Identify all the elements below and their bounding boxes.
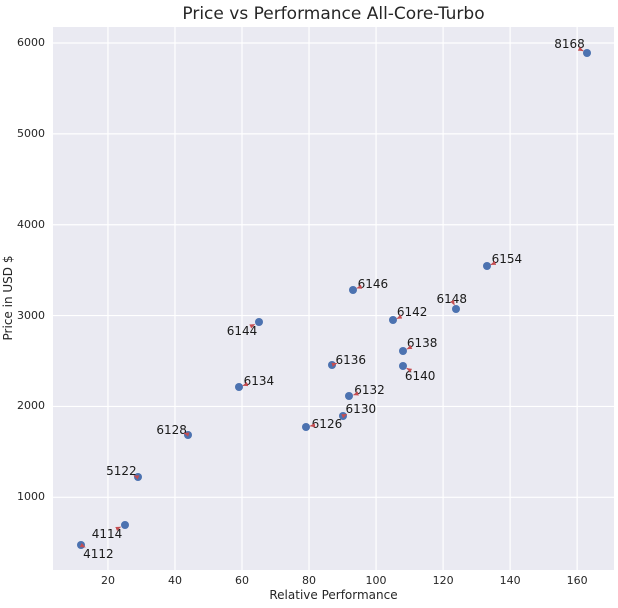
data-point-6126[interactable] [301,422,310,431]
y-tick-label: 6000 [17,35,45,49]
point-label-6140: 6140 [404,369,436,383]
chart-title: Price vs Performance All-Core-Turbo [182,4,485,24]
point-label-6154: 6154 [491,252,523,267]
y-tick-label: 5000 [17,126,45,140]
x-tick-label: 100 [365,574,387,587]
y-tick-label: 2000 [17,399,45,413]
y-tick-label: 3000 [17,308,45,322]
data-point-6132[interactable] [345,392,354,401]
x-tick-label: 80 [302,574,317,587]
point-label-6130: 6130 [345,402,377,417]
annotation-arrows [79,46,584,548]
x-tick-label: 160 [566,574,588,587]
x-tick-label: 120 [432,574,454,587]
data-point-6140[interactable] [398,362,407,370]
x-axis-label: Relative Performance [269,588,398,602]
point-label-6128: 6128 [156,422,187,437]
point-label-5122: 5122 [106,464,137,479]
point-label-4114: 4114 [91,527,123,542]
gridlines [53,27,614,570]
data-point-6144[interactable] [254,318,263,327]
y-tick-label: 1000 [17,490,45,504]
x-tick-label: 20 [100,574,115,587]
point-label-6142: 6142 [396,305,428,320]
x-tick-label: 40 [167,574,182,587]
point-label-6148: 6148 [436,292,468,307]
y-tick-label: 4000 [17,217,45,231]
x-tick-label: 60 [235,574,249,587]
data-point-6134[interactable] [234,383,243,391]
point-label-6132: 6132 [354,383,385,398]
data-point-8168[interactable] [583,48,592,57]
data-point-6138[interactable] [398,346,407,355]
point-label-8168: 8168 [554,36,585,51]
point-label-6146: 6146 [357,276,389,291]
data-point-4114[interactable] [120,521,129,530]
data-point-6154[interactable] [482,262,491,271]
y-axis-label: Price in USD $ [1,255,15,341]
point-label-4112: 4112 [83,547,114,562]
point-label-6138: 6138 [406,335,438,350]
data-point-6146[interactable] [348,285,357,294]
data-point-6142[interactable] [388,316,397,325]
point-label-6126: 6126 [311,416,343,431]
data-point-6148[interactable] [452,305,461,314]
plot-area: 4112 4114 5122 6128 6134 6144 6126 6136 6130 6132… [53,27,614,570]
x-tick-label: 140 [499,574,521,587]
point-label-6136: 6136 [335,352,367,367]
point-label-6134: 6134 [243,374,275,388]
